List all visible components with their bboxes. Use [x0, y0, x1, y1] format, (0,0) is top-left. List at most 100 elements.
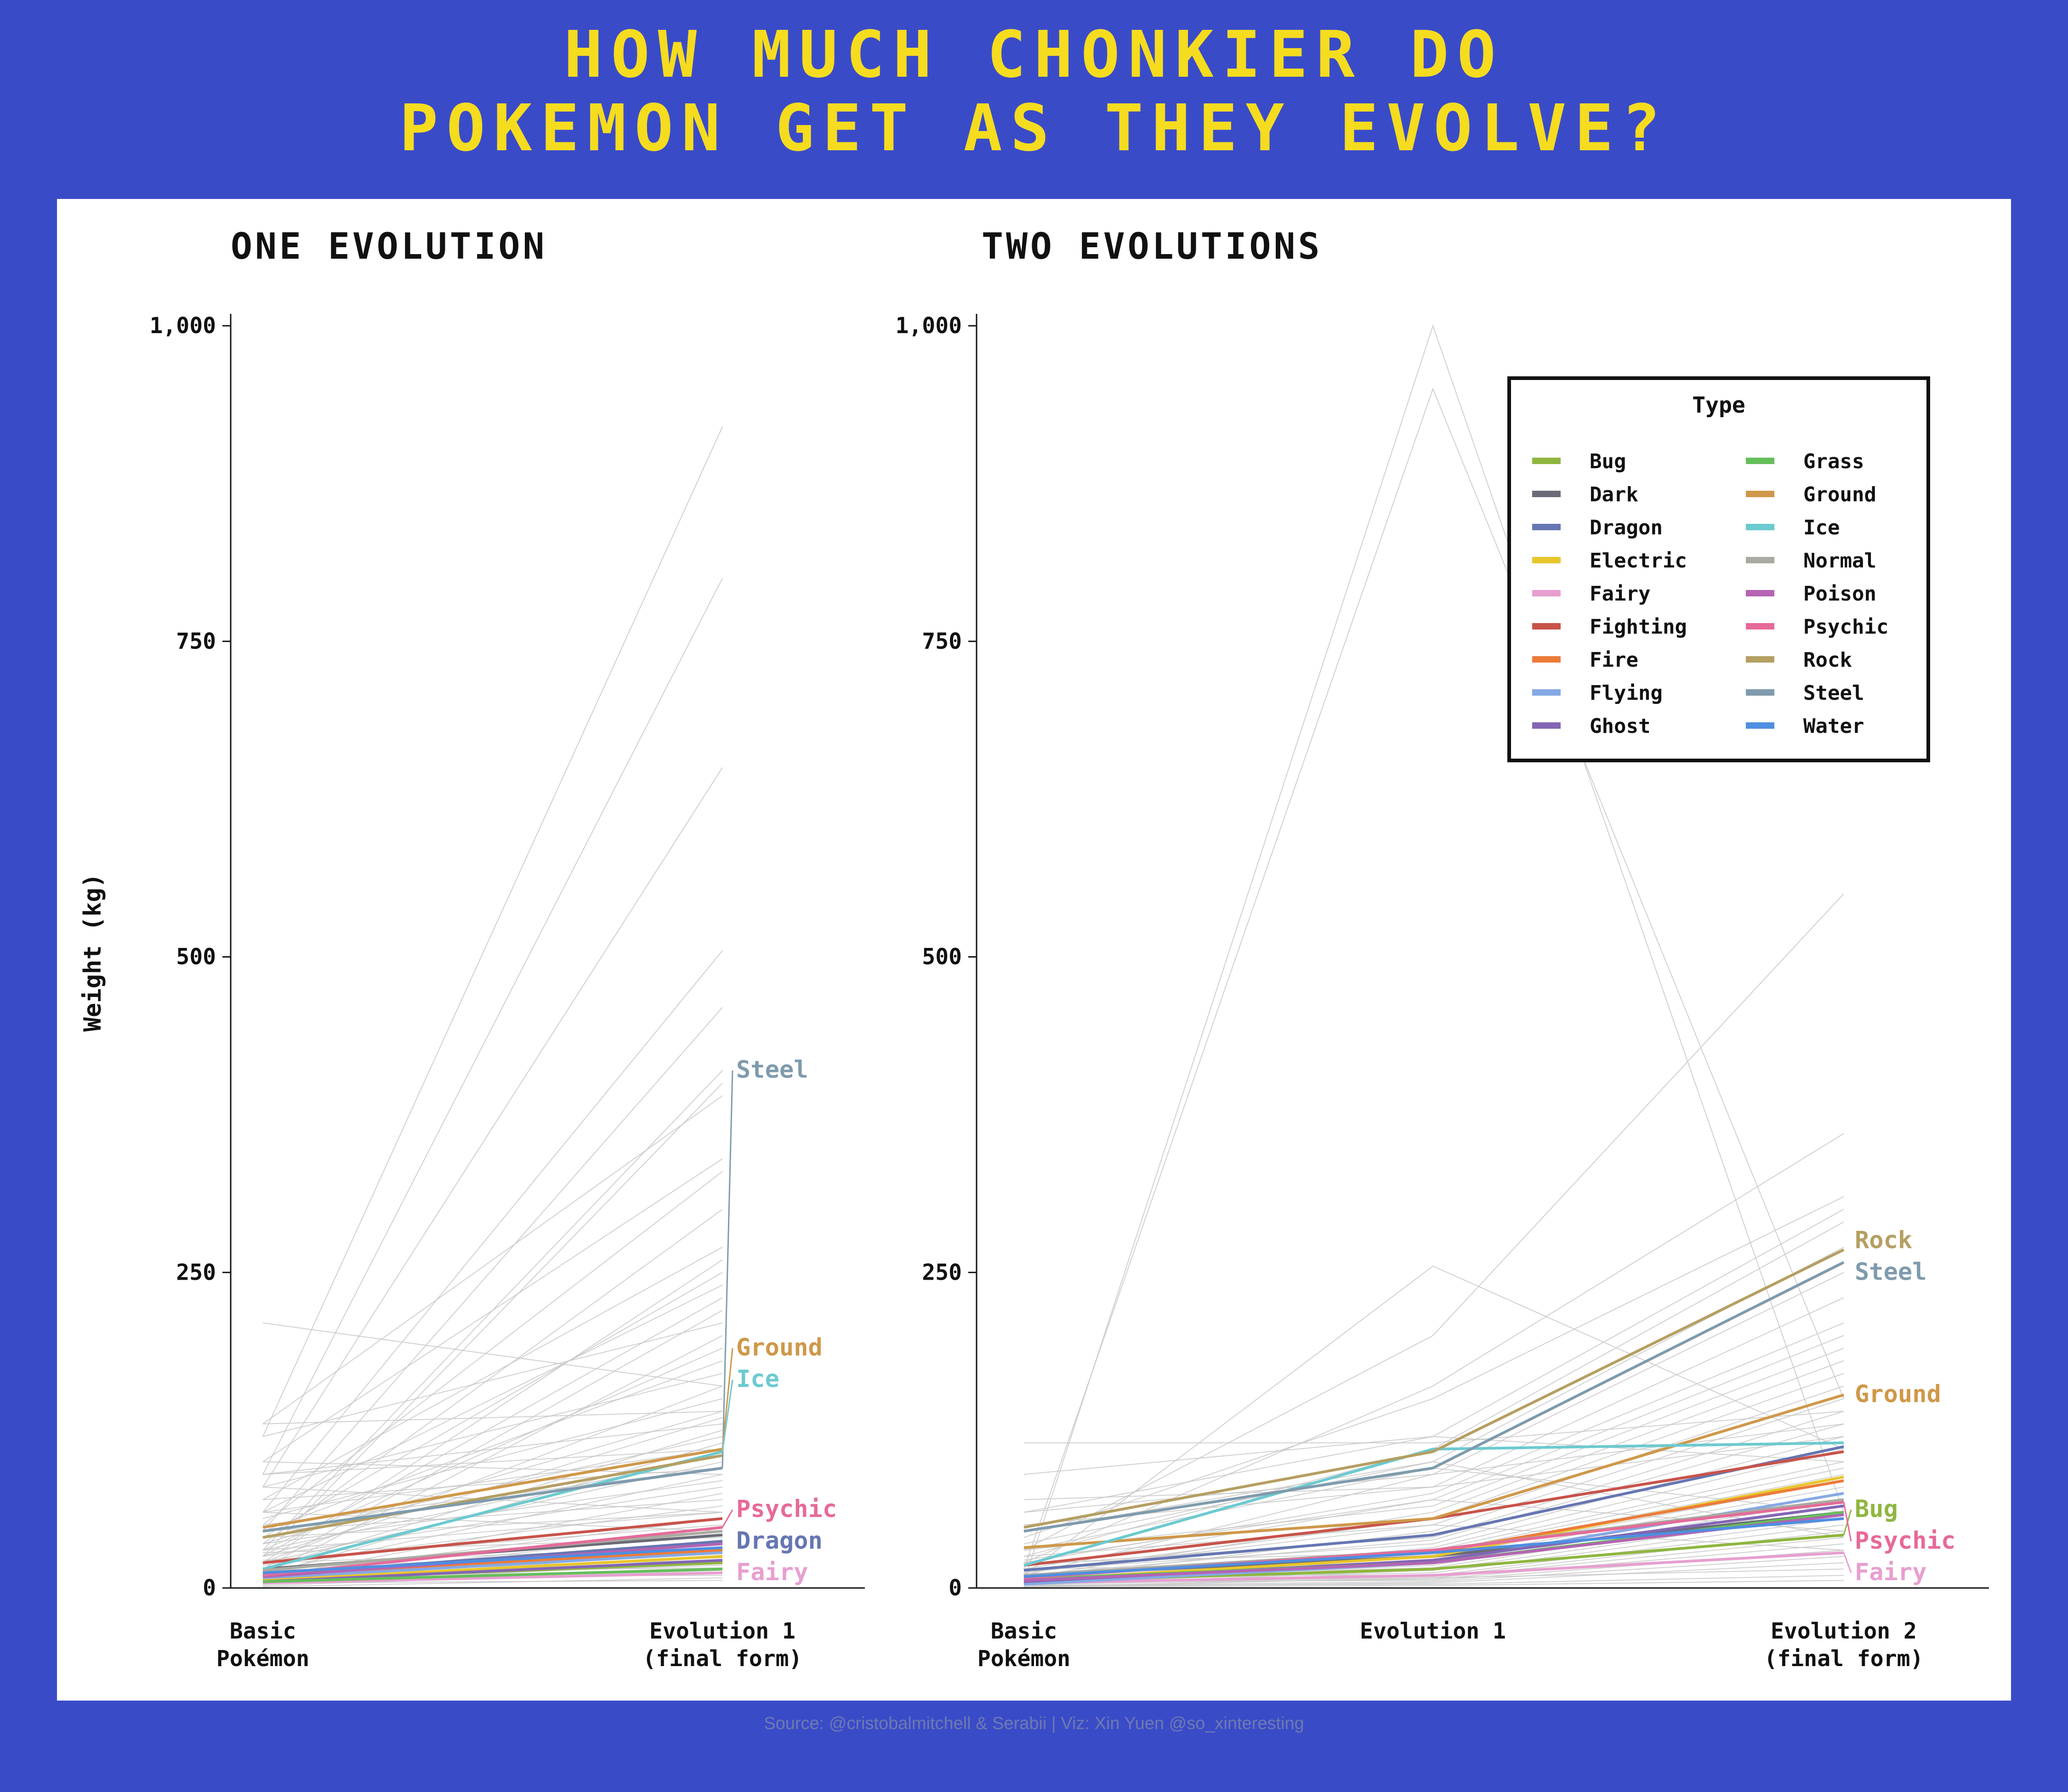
legend-label-grass: Grass	[1803, 450, 1864, 473]
y-tick-label: 500	[176, 944, 216, 970]
background-pokemon-line	[262, 1373, 723, 1488]
background-pokemon-line	[1023, 1580, 1844, 1588]
legend-label-ghost: Ghost	[1590, 715, 1650, 738]
background-pokemon-line	[1023, 1265, 1844, 1576]
annotation-psychic: Psychic	[736, 1496, 837, 1523]
y-tick-label: 1,000	[150, 313, 216, 339]
background-pokemon-line	[262, 1247, 723, 1500]
chart-title: TWO EVOLUTIONS	[982, 226, 1322, 267]
background-pokemon-line	[1023, 1575, 1844, 1586]
series-line-electric	[262, 1555, 723, 1582]
background-pokemon-line	[262, 1171, 723, 1525]
legend-label-ice: Ice	[1803, 516, 1840, 539]
series-line-ice	[262, 1450, 723, 1571]
chart-svg: ONE EVOLUTION Weight (kg) 0 250 500 750 1,000 B…	[79, 226, 1989, 1672]
background-pokemon-line	[1023, 1556, 1844, 1586]
series-line-water	[1023, 1517, 1844, 1578]
background-pokemon-line	[262, 1284, 723, 1513]
background-pokemon-line	[262, 426, 723, 1437]
legend-label-psychic: Psychic	[1803, 615, 1888, 639]
annotation-psychic: Psychic	[1855, 1527, 1955, 1554]
series-line-ice	[1023, 1441, 1844, 1567]
background-pokemon-line	[262, 1499, 723, 1532]
background-pokemon-line	[262, 1272, 723, 1538]
legend-label-electric: Electric	[1590, 549, 1687, 573]
x-tick-label-evolution-1: Evolution 1	[1360, 1618, 1506, 1644]
series-line-rock	[262, 1454, 723, 1539]
background-pokemon-line	[262, 1322, 723, 1437]
annotation-steel: Steel	[1855, 1258, 1927, 1286]
background-pokemon-line	[262, 1209, 723, 1544]
legend-label-steel: Steel	[1803, 681, 1864, 705]
background-pokemon-line	[262, 1423, 723, 1475]
y-tick-label: 0	[203, 1575, 216, 1601]
annotation-leader-steel	[722, 1070, 733, 1469]
series-line-fighting	[262, 1517, 723, 1565]
legend-label-water: Water	[1803, 715, 1864, 738]
legend-box	[1507, 376, 1930, 762]
series-line-steel	[1023, 1261, 1845, 1533]
background-pokemon-line	[1023, 324, 1844, 1582]
series-line-grass	[262, 1567, 723, 1583]
two-evolutions-chart: TWO EVOLUTIONS 0 250 500 750 1,000 Basic Pokémo…	[896, 226, 1989, 1672]
series-line-flying	[262, 1551, 723, 1579]
annotation-fairy: Fairy	[736, 1559, 808, 1586]
background-pokemon-line	[262, 1259, 723, 1563]
series-line-steel	[262, 1467, 723, 1533]
background-pokemon-line	[1023, 387, 1844, 1570]
background-pokemon-line	[1023, 1436, 1844, 1475]
background-pokemon-line	[262, 1335, 723, 1576]
legend-label-rock: Rock	[1803, 648, 1852, 672]
type-legend: Type Bug Dark Dragon Electric Fairy Fighting Fi…	[1507, 376, 1930, 762]
annotation-ground: Ground	[1855, 1381, 1941, 1408]
background-pokemon-line	[1023, 1423, 1844, 1576]
background-pokemon-line	[262, 1083, 723, 1557]
x-tick-label-evolution-1: Evolution 1 (final form)	[643, 1618, 802, 1672]
background-pokemon-line	[262, 1512, 723, 1551]
background-pokemon-line	[262, 1468, 723, 1500]
background-pokemon-line	[262, 1411, 723, 1424]
annotation-leader-psychic	[1843, 1502, 1852, 1542]
legend-label-dragon: Dragon	[1590, 516, 1663, 539]
legend-label-fire: Fire	[1590, 648, 1638, 672]
background-pokemon-line	[1023, 1499, 1844, 1561]
y-axis-label: Weight (kg)	[79, 873, 107, 1032]
background-pokemon-line	[262, 1512, 723, 1538]
title-line-2: POKEMON GET AS THEY EVOLVE?	[399, 91, 1669, 166]
background-pokemon-line	[1023, 1348, 1844, 1551]
legend-label-bug: Bug	[1590, 450, 1626, 473]
source-note: Source: @cristobalmitchell & Serabii | V…	[764, 1714, 1304, 1733]
background-pokemon-line	[262, 1360, 723, 1532]
background-pokemon-line	[262, 578, 723, 1475]
series-line-ground	[262, 1447, 723, 1529]
background-pokemon-line	[262, 950, 723, 1513]
legend-label-fairy: Fairy	[1590, 582, 1650, 606]
legend-label-normal: Normal	[1803, 549, 1876, 573]
annotation-leader-fairy	[1843, 1552, 1852, 1573]
background-pokemon-line	[1023, 1196, 1844, 1538]
one-evolution-chart: ONE EVOLUTION Weight (kg) 0 250 500 750 1,000 B…	[79, 226, 865, 1672]
chart-title: ONE EVOLUTION	[231, 226, 547, 267]
background-pokemon-line	[262, 1398, 723, 1519]
background-pokemon-line	[262, 1448, 723, 1513]
y-tick-label: 0	[949, 1575, 962, 1601]
annotation-leader-ground	[722, 1348, 733, 1449]
series-line-dragon	[1023, 1445, 1844, 1572]
series-line-ghost	[262, 1559, 723, 1583]
x-tick-label-basic: Basic Pokémon	[977, 1618, 1070, 1672]
legend-label-dark: Dark	[1590, 483, 1638, 506]
main-title: HOW MUCH CHONKIER DO POKEMON GET AS THEY…	[0, 18, 2068, 165]
background-pokemon-line	[1023, 1297, 1844, 1525]
legend-label-poison: Poison	[1803, 582, 1876, 606]
annotation-bug: Bug	[1855, 1496, 1898, 1523]
background-pokemon-line	[1023, 1461, 1844, 1538]
annotation-fairy: Fairy	[1855, 1559, 1927, 1586]
background-pokemon-line	[1023, 1423, 1844, 1513]
y-tick-label: 750	[176, 629, 216, 654]
series-line-ground	[1023, 1393, 1844, 1549]
y-tick-label: 500	[922, 944, 962, 970]
background-pokemon-line	[1023, 1133, 1844, 1564]
series-line-fairy	[1023, 1551, 1844, 1584]
background-pokemon-line	[1023, 1524, 1844, 1573]
series-line-fairy	[262, 1571, 723, 1584]
